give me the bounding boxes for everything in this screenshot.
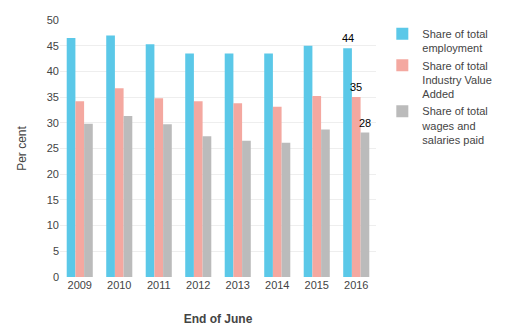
svg-text:Per cent: Per cent [15,125,29,170]
svg-text:0: 0 [53,271,59,283]
svg-text:2012: 2012 [186,279,210,291]
svg-text:40: 40 [47,65,59,77]
svg-text:20: 20 [47,168,59,180]
svg-text:5: 5 [53,245,59,257]
svg-text:30: 30 [47,117,59,129]
svg-text:End of June: End of June [184,312,253,326]
svg-text:35: 35 [350,81,362,93]
svg-text:2013: 2013 [226,279,250,291]
svg-text:44: 44 [342,32,354,44]
svg-text:15: 15 [47,194,59,206]
svg-text:35: 35 [47,91,59,103]
svg-text:45: 45 [47,40,59,52]
svg-text:10: 10 [47,219,59,231]
svg-text:25: 25 [47,142,59,154]
svg-text:2015: 2015 [305,279,329,291]
svg-text:2009: 2009 [68,279,92,291]
svg-text:50: 50 [47,14,59,26]
svg-text:2011: 2011 [147,279,171,291]
svg-text:Share of totalemployment: Share of totalemployment [422,28,487,54]
svg-text:2010: 2010 [107,279,131,291]
svg-text:28: 28 [359,117,371,129]
svg-text:Share of totalwages andsalarie: Share of totalwages andsalaries paid [421,105,487,146]
svg-text:Share of totalIndustry ValueAd: Share of totalIndustry ValueAdded [422,60,492,101]
svg-text:2014: 2014 [265,279,289,291]
svg-text:2016: 2016 [344,279,368,291]
